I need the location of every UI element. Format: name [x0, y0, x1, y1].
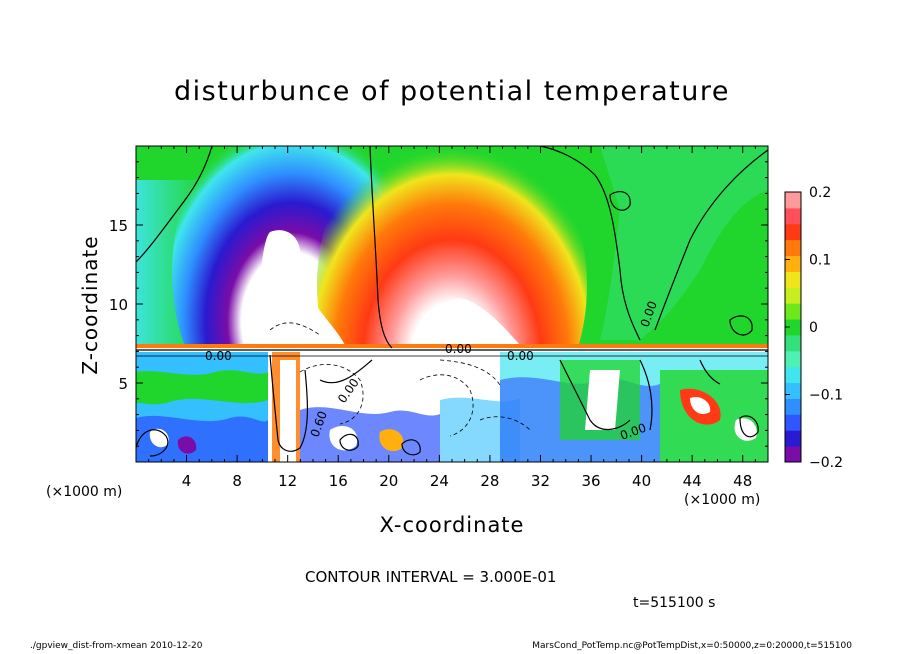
- x-tick-label: 44: [683, 472, 702, 490]
- colorbar-swatch: [785, 255, 801, 272]
- x-unit-label-right: (×1000 m): [684, 492, 761, 508]
- contour-lines: [136, 146, 768, 457]
- colorbar-tick-label: 0: [809, 320, 818, 336]
- x-tick-label: 24: [430, 472, 449, 490]
- colorbar-swatch: [785, 223, 801, 241]
- x-tick-label: 48: [733, 472, 752, 490]
- colorbar-swatch: [785, 192, 801, 209]
- cold-core: [258, 230, 345, 345]
- colorbar-tick-label: 0.2: [809, 185, 831, 201]
- x-tick-label: 28: [480, 472, 499, 490]
- upper-right-region: [600, 146, 768, 340]
- colorbar-swatch: [785, 287, 801, 304]
- x-axis-ticks: 4 8 12 16 20 24 28 32 36 40 44 48: [148, 146, 756, 490]
- contour-label: 0.00: [445, 342, 472, 356]
- colorbar-swatch: [785, 319, 801, 336]
- colorbar-swatch: [785, 446, 801, 463]
- y-tick-label: 5: [118, 375, 128, 393]
- colorbar-swatch: [785, 366, 801, 384]
- x-unit-label-left: (×1000 m): [46, 484, 123, 500]
- time-label: t=515100 s: [633, 595, 716, 611]
- lower-left-green: [136, 370, 268, 405]
- colorbar-swatch: [785, 303, 801, 320]
- lower-mid-blue: [300, 407, 440, 462]
- y-tick-label: 10: [109, 296, 128, 314]
- heatmap-field: [136, 146, 768, 462]
- colorbar-swatch: [785, 382, 801, 399]
- colorbar-swatch: [785, 414, 801, 431]
- x-tick-label: 8: [232, 472, 242, 490]
- x-tick-label: 20: [379, 472, 398, 490]
- colorbar-swatch: [785, 334, 801, 352]
- warm-core: [418, 298, 520, 345]
- x-tick-label: 12: [278, 472, 297, 490]
- colorbar-tick-label: −0.2: [809, 455, 843, 471]
- y-tick-label: 15: [109, 217, 128, 235]
- negative-contours: [269, 322, 531, 437]
- colorbar-swatch: [785, 271, 801, 288]
- x-tick-label: 36: [581, 472, 600, 490]
- colorbar-tick-label: −0.1: [809, 388, 843, 404]
- colorbar-swatch: [785, 430, 801, 447]
- colorbar-tick-label: 0.1: [809, 253, 831, 269]
- colorbar-swatch: [785, 350, 801, 368]
- chart-title: disturbunce of potential temperature: [174, 76, 730, 107]
- contour-label-group: 0.00 0.00 0.00 0.60 0.00 0.00 0.00: [205, 299, 660, 443]
- lower-left-blue: [136, 415, 268, 462]
- contour-interval-text: CONTOUR INTERVAL = 3.000E-01: [305, 568, 557, 586]
- footer-data-source: MarsCond_PotTemp.nc@PotTempDist,x=0:5000…: [532, 641, 852, 651]
- x-tick-label: 16: [329, 472, 348, 490]
- x-tick-label: 40: [632, 472, 651, 490]
- x-tick-label: 32: [531, 472, 550, 490]
- contour-label: 0.00: [507, 349, 534, 363]
- colorbar: 0.2 0.1 0 −0.1 −0.2: [784, 185, 843, 471]
- y-axis-ticks: 5 10 15: [109, 161, 768, 447]
- colorbar-swatch: [785, 207, 801, 225]
- x-tick-label: 4: [182, 472, 192, 490]
- interface-band: [136, 344, 768, 348]
- colorbar-swatch: [785, 398, 801, 415]
- x-axis-label: X-coordinate: [379, 513, 525, 537]
- colorbar-swatch: [785, 239, 801, 257]
- contour-label: 0.00: [205, 349, 232, 363]
- footer-script-info: ./gpview_dist-from-xmean 2010-12-20: [30, 641, 203, 651]
